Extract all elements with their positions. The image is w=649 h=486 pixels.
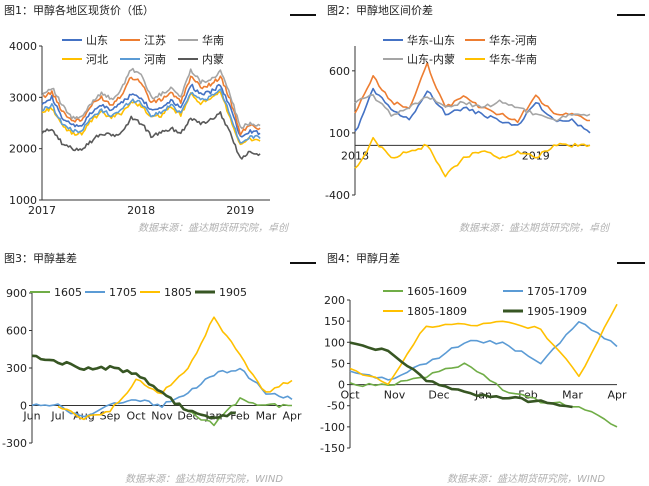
y-tick-label: -50 <box>327 400 345 413</box>
y-tick-label: -400 <box>325 189 350 202</box>
y-tick-label: 2000 <box>9 143 37 156</box>
series-line-2 <box>41 67 261 130</box>
legend-label: 河北 <box>86 53 108 66</box>
panel-4-source: 数据来源：盛达期货研究院，WIND <box>447 474 606 485</box>
legend-label: 江苏 <box>144 34 166 47</box>
legend-label: 1705-1709 <box>527 285 587 298</box>
panel-2-title-bar <box>617 14 645 16</box>
legend-label: 1905 <box>219 286 247 299</box>
panel-2-title: 图2：甲醇地区间价差 <box>327 4 433 17</box>
y-tick-label: 100 <box>324 336 345 349</box>
panel-3-title-bar <box>290 262 316 264</box>
series-line-4 <box>41 88 261 144</box>
y-tick-label: 150 <box>324 315 345 328</box>
y-tick-label: 300 <box>6 362 27 375</box>
x-tick-label: Oct <box>340 389 360 402</box>
legend-label: 山东 <box>86 34 108 47</box>
legend-label: 1905-1909 <box>527 305 587 318</box>
series-line-0 <box>41 83 261 138</box>
panel-1: 图1：甲醇各地区现货价（低） 1000 2000 3000 4000 2017 2018 2… <box>0 0 320 240</box>
y-tick-label: -150 <box>320 442 345 455</box>
series-line-3 <box>31 354 236 420</box>
series-line-1 <box>349 321 618 381</box>
panel-3: 图3：甲醇基差 -300 0 300 600 900 Jun Jul Aug Sep Oct Nov… <box>0 248 320 486</box>
x-tick-label: 2017 <box>28 204 56 217</box>
y-tick-label: -300 <box>2 437 27 450</box>
series-line-3 <box>354 136 591 178</box>
y-tick-label: 0 <box>338 379 345 392</box>
legend-label: 1605-1609 <box>407 285 467 298</box>
x-tick-label: Apr <box>282 410 302 423</box>
x-tick-label: Jul <box>50 410 64 423</box>
y-tick-label: 600 <box>6 325 27 338</box>
series-line-2 <box>57 316 293 421</box>
series-line-1 <box>354 62 591 124</box>
x-tick-label: Oct <box>126 410 146 423</box>
legend-label: 1705 <box>109 286 137 299</box>
series-line-1 <box>31 367 293 418</box>
y-tick-label: -100 <box>320 421 345 434</box>
series-line-2 <box>349 303 618 386</box>
y-tick-label: 3000 <box>9 91 37 104</box>
series-line-0 <box>187 397 293 427</box>
x-tick-label: Mar <box>256 410 277 423</box>
legend-label: 内蒙 <box>202 52 224 66</box>
legend-label: 1805-1809 <box>407 305 467 318</box>
y-tick-label: 100 <box>329 127 350 140</box>
panel-4-title: 图4：甲醇月差 <box>327 252 400 265</box>
panel-1-title-bar <box>290 14 316 16</box>
panel-2: 图2：甲醇地区间价差 -400 100 600 2018 2019 华东-山东 华东-河南山… <box>325 0 649 240</box>
y-tick-label: 4000 <box>9 40 37 53</box>
series-line-2 <box>354 94 591 122</box>
legend-label: 华东-华南 <box>489 52 537 66</box>
y-tick-label: 600 <box>329 65 350 78</box>
x-tick-label: 2019 <box>226 204 254 217</box>
legend-label: 1605 <box>54 286 82 299</box>
series-line-3 <box>349 341 573 409</box>
series-line-5 <box>41 111 261 160</box>
x-tick-label: Feb <box>230 410 249 423</box>
legend-label: 华东-河南 <box>489 33 537 47</box>
series-line-0 <box>354 87 591 134</box>
legend-label: 山东-内蒙 <box>407 52 455 66</box>
y-tick-label: 200 <box>324 294 345 307</box>
x-tick-label: 2018 <box>127 204 155 217</box>
y-tick-label: 0 <box>20 400 27 413</box>
x-tick-label: Nov <box>151 410 173 423</box>
x-tick-label: Mar <box>562 389 583 402</box>
panel-1-title: 图1：甲醇各地区现货价（低） <box>4 4 154 17</box>
legend-label: 华东-山东 <box>407 33 455 47</box>
panel-3-title: 图3：甲醇基差 <box>4 252 77 265</box>
panel-4: 图4：甲醇月差 -150 -100 -50 0 50 100 150 200 Oct Nov Dec… <box>320 248 649 486</box>
panel-2-source: 数据来源：盛达期货研究院，卓创 <box>459 223 609 234</box>
x-tick-label: Nov <box>384 389 406 402</box>
x-tick-label: Jun <box>22 410 40 423</box>
legend-label: 华南 <box>202 33 224 47</box>
panel-3-source: 数据来源：盛达期货研究院，WIND <box>125 474 284 485</box>
y-tick-label: 1000 <box>9 194 37 207</box>
y-tick-label: 900 <box>6 287 27 300</box>
x-tick-label: Dec <box>428 389 449 402</box>
x-tick-label: Apr <box>607 389 627 402</box>
legend-label: 河南 <box>144 53 166 66</box>
legend-label: 1805 <box>164 286 192 299</box>
y-tick-label: 50 <box>331 357 345 370</box>
panel-4-title-bar <box>617 262 645 264</box>
panel-1-source: 数据来源：盛达期货研究院，卓创 <box>138 223 288 234</box>
